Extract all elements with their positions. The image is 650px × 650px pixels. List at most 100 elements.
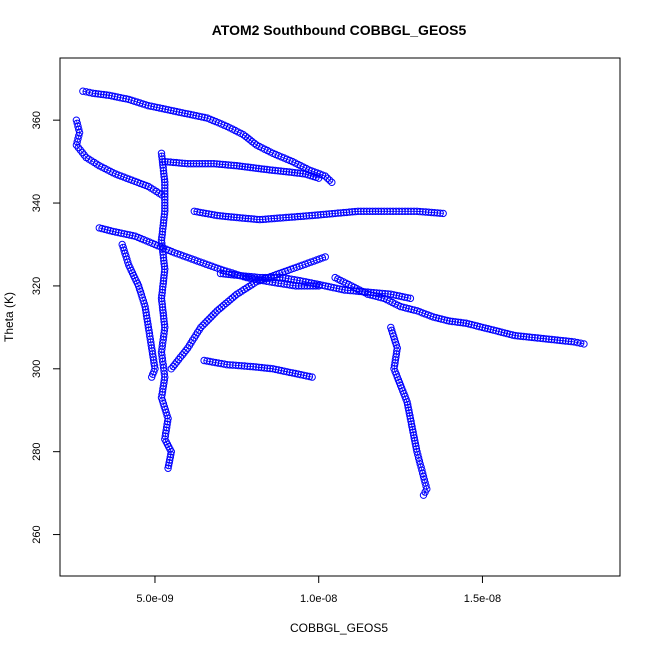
data-point xyxy=(266,364,274,373)
data-point xyxy=(293,169,302,177)
data-point xyxy=(178,351,187,359)
data-point xyxy=(424,208,433,216)
data-point xyxy=(195,160,204,168)
data-point xyxy=(302,372,311,380)
data-point xyxy=(281,274,290,282)
data-point xyxy=(368,207,377,216)
data-point xyxy=(349,287,358,295)
data-point xyxy=(279,167,288,176)
data-point xyxy=(419,491,428,499)
data-point xyxy=(451,318,459,326)
data-point xyxy=(172,158,181,167)
data-point xyxy=(160,213,168,221)
series-1 xyxy=(72,116,166,199)
data-point xyxy=(338,285,346,294)
data-point xyxy=(189,111,198,119)
data-point xyxy=(395,292,403,300)
data-point xyxy=(416,207,424,216)
data-point xyxy=(252,164,260,172)
data-point xyxy=(427,208,436,217)
data-point xyxy=(161,432,170,440)
data-point xyxy=(307,279,315,287)
data-point xyxy=(366,207,374,216)
data-point xyxy=(328,210,336,218)
data-point xyxy=(233,271,242,279)
data-point xyxy=(204,210,213,218)
data-point xyxy=(166,453,175,461)
data-point xyxy=(160,274,168,282)
data-point xyxy=(150,103,158,111)
data-point xyxy=(330,284,338,292)
data-point xyxy=(297,371,305,379)
data-point xyxy=(300,371,308,379)
data-point xyxy=(117,229,126,237)
data-point xyxy=(113,93,122,101)
data-point xyxy=(511,331,519,340)
data-point xyxy=(305,212,313,220)
y-axis: 260 280 300 320 340 360 xyxy=(31,111,61,544)
data-point xyxy=(213,307,221,315)
data-point xyxy=(114,228,123,237)
data-point xyxy=(158,303,167,311)
data-point xyxy=(315,281,324,289)
data-point xyxy=(367,288,375,297)
data-point xyxy=(76,146,85,154)
data-point xyxy=(182,346,190,355)
data-point xyxy=(167,448,176,456)
data-point xyxy=(166,158,175,166)
data-point xyxy=(159,219,168,227)
data-point xyxy=(443,316,451,325)
data-point xyxy=(372,289,381,297)
data-point xyxy=(166,456,174,464)
data-point xyxy=(285,168,293,176)
data-point xyxy=(220,301,228,309)
data-point xyxy=(238,214,247,222)
data-point xyxy=(247,215,255,223)
data-point xyxy=(199,321,207,329)
data-point xyxy=(147,373,156,381)
data-point xyxy=(369,289,378,297)
data-point xyxy=(74,143,83,152)
data-point xyxy=(161,187,169,195)
data-point xyxy=(404,401,412,409)
data-point xyxy=(422,208,430,216)
data-point xyxy=(448,317,457,326)
data-point xyxy=(374,207,383,216)
data-point xyxy=(259,215,267,224)
data-point xyxy=(467,320,476,329)
data-point xyxy=(175,108,184,116)
data-point xyxy=(454,318,462,326)
data-point xyxy=(296,212,305,221)
data-point xyxy=(531,334,539,342)
data-point xyxy=(256,273,264,282)
data-point xyxy=(351,207,359,216)
data-point xyxy=(98,224,106,233)
data-point xyxy=(273,273,281,282)
data-point xyxy=(408,425,417,434)
data-point xyxy=(111,92,119,101)
y-tick-label: 320 xyxy=(31,277,43,295)
data-point xyxy=(508,331,517,339)
data-point xyxy=(159,312,168,320)
data-point xyxy=(403,294,412,302)
data-point xyxy=(159,254,168,262)
data-point xyxy=(158,297,166,305)
data-point xyxy=(268,166,277,174)
data-point xyxy=(159,280,167,288)
data-point xyxy=(282,168,291,176)
data-point xyxy=(495,327,503,336)
data-point xyxy=(291,213,299,221)
data-point xyxy=(158,300,166,308)
data-point xyxy=(407,417,415,425)
x-axis-label: COBBGL_GEOS5 xyxy=(290,621,388,635)
data-point xyxy=(186,160,195,168)
data-point xyxy=(580,340,588,348)
data-point xyxy=(459,319,468,327)
data-point xyxy=(277,167,285,175)
data-point xyxy=(164,461,173,470)
data-point xyxy=(389,291,398,299)
x-axis: 5.0e-09 1.0e-08 1.5e-08 xyxy=(136,575,501,605)
data-point xyxy=(321,253,329,261)
data-point xyxy=(215,160,224,168)
data-point xyxy=(331,209,339,218)
